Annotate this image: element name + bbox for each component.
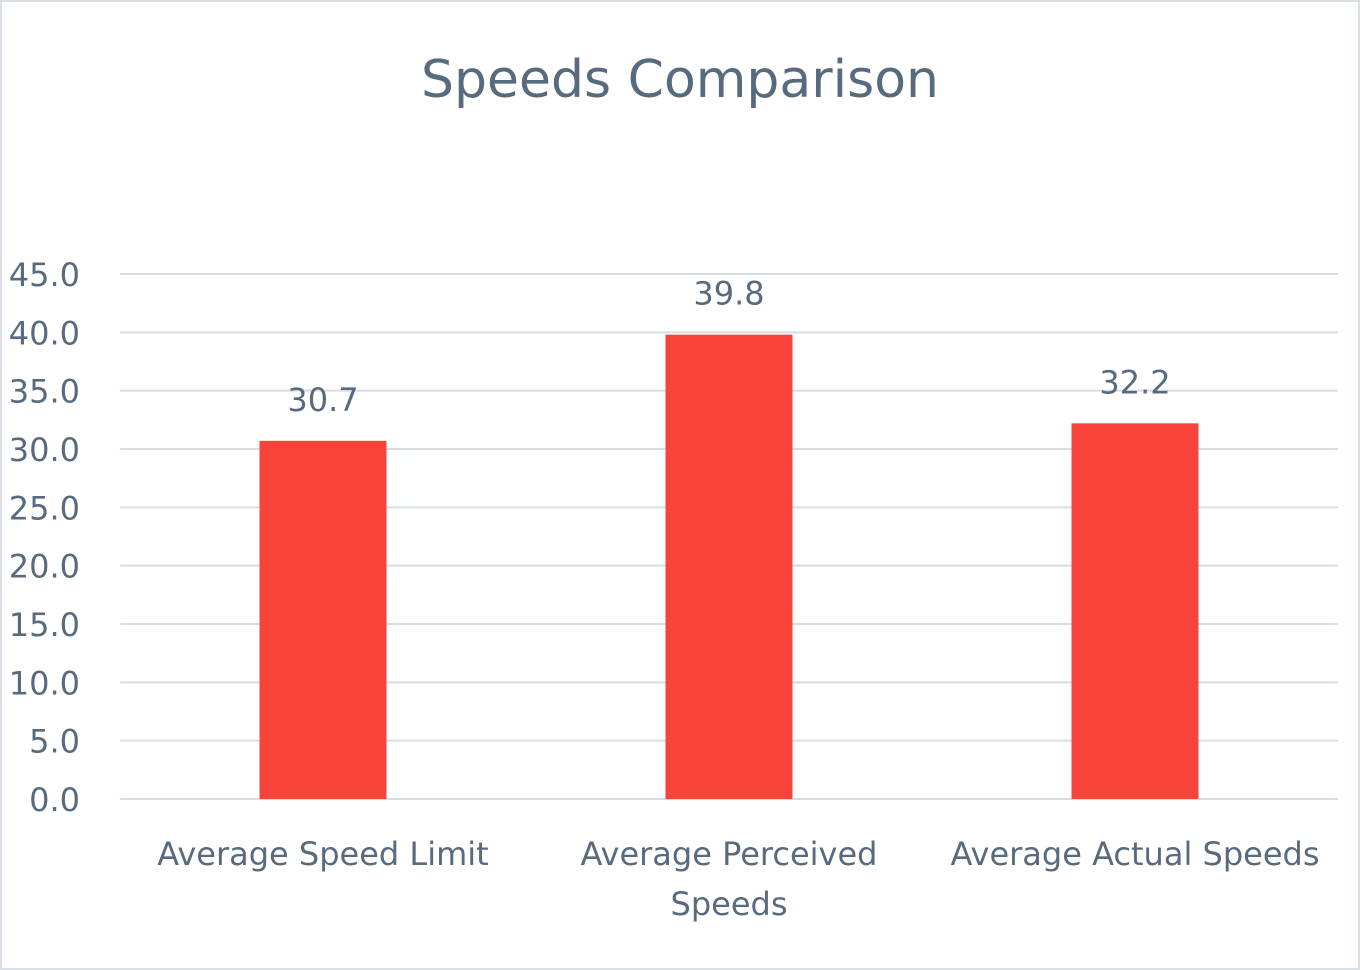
y-tick-label: 15.0 xyxy=(9,606,80,644)
x-tick-label: Average Actual Speeds xyxy=(951,835,1320,873)
y-tick-label: 0.0 xyxy=(29,781,80,819)
y-tick-label: 10.0 xyxy=(9,664,80,702)
bar xyxy=(259,440,387,799)
y-tick-label: 30.0 xyxy=(9,431,80,469)
bar xyxy=(1071,423,1199,799)
x-tick-label: Speeds xyxy=(671,885,788,923)
data-label: 30.7 xyxy=(287,381,358,419)
y-tick-label: 35.0 xyxy=(9,373,80,411)
data-label: 32.2 xyxy=(1099,363,1170,401)
y-tick-label: 40.0 xyxy=(9,314,80,352)
y-tick-label: 45.0 xyxy=(9,256,80,294)
bar xyxy=(665,334,793,799)
y-tick-label: 20.0 xyxy=(9,548,80,586)
data-label: 39.8 xyxy=(693,275,764,313)
y-tick-label: 5.0 xyxy=(29,723,80,761)
chart-title: Speeds Comparison xyxy=(421,50,939,110)
x-tick-label: Average Speed Limit xyxy=(157,835,488,873)
x-tick-label: Average Perceived xyxy=(581,835,878,873)
y-tick-label: 25.0 xyxy=(9,489,80,527)
